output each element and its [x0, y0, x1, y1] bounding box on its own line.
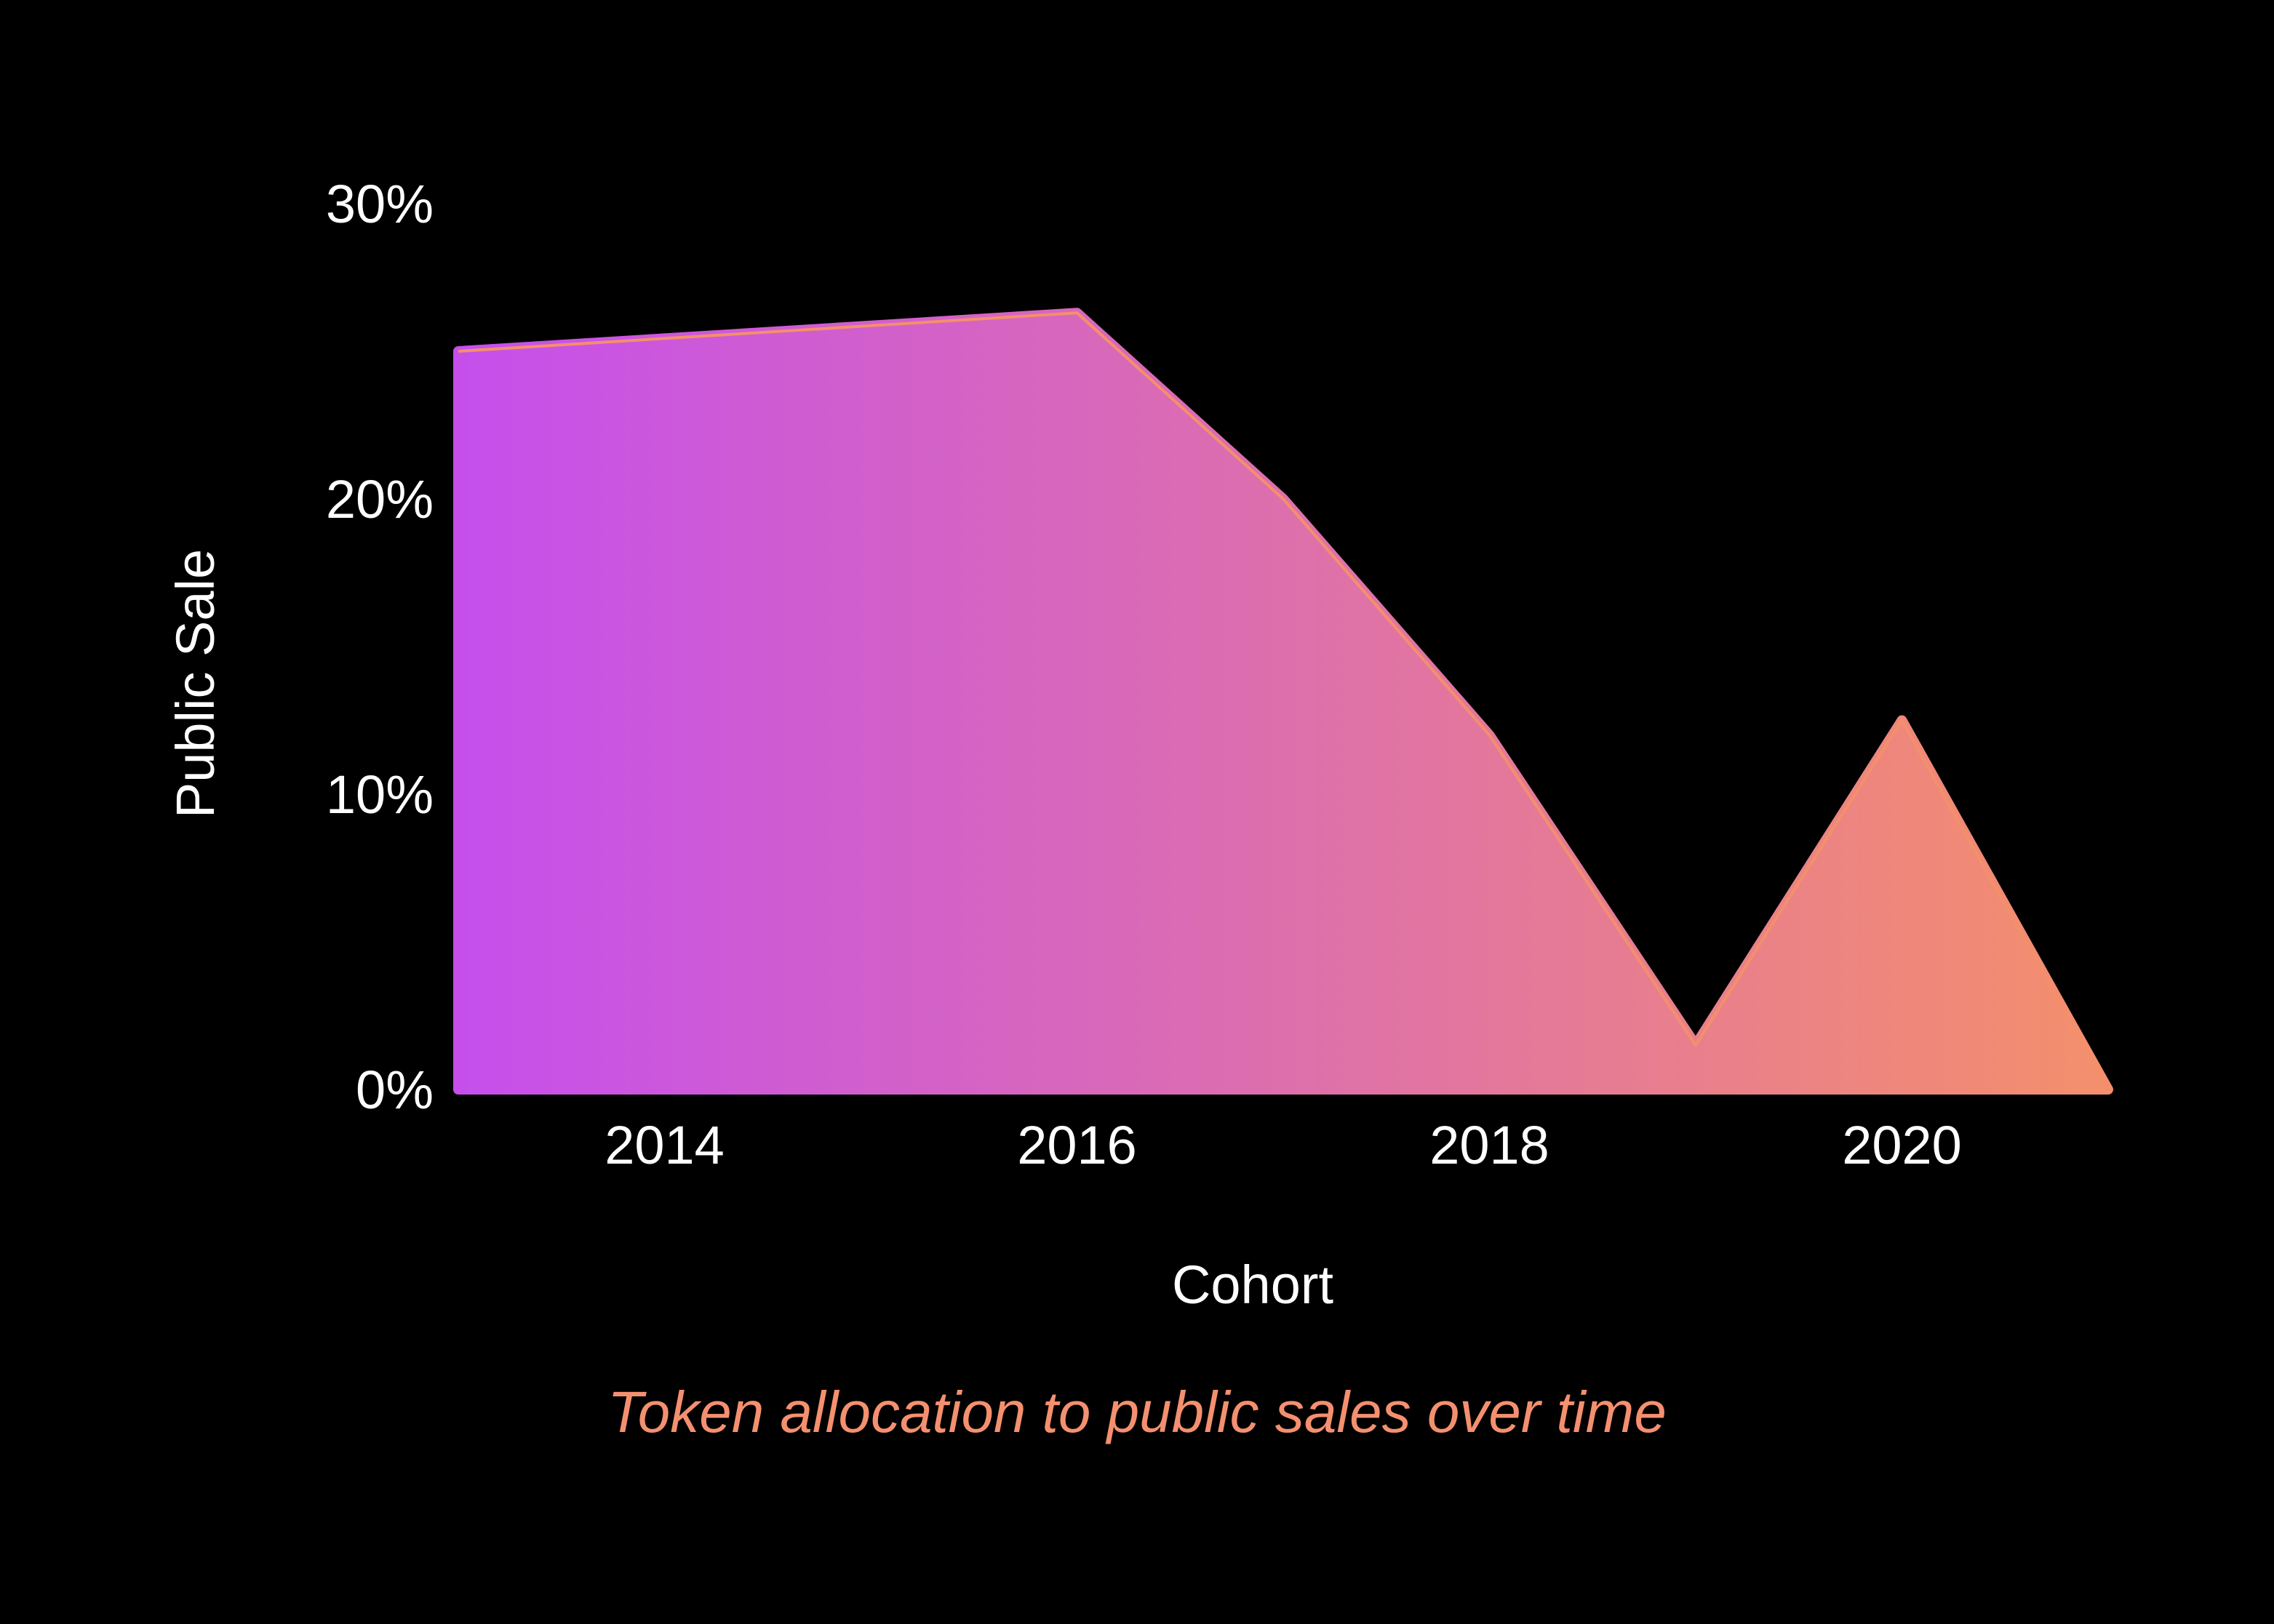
area-fill: [453, 308, 2113, 1095]
y-tick-label-10: 10%: [326, 764, 434, 825]
plot-area: [453, 308, 2113, 1095]
x-tick-label-2014: 2014: [605, 1115, 725, 1175]
series-line: [458, 311, 2110, 1090]
x-tick-label-2018: 2018: [1429, 1115, 1549, 1175]
y-tick-label-0: 0%: [356, 1060, 434, 1120]
x-axis-title: Cohort: [1172, 1255, 1334, 1315]
y-tick-label-30: 30%: [326, 174, 434, 234]
x-tick-label-2020: 2020: [1842, 1115, 1962, 1175]
y-axis-ticks: 0% 10% 20% 30%: [326, 174, 434, 1120]
chart-caption: Token allocation to public sales over ti…: [607, 1380, 1667, 1444]
y-tick-label-20: 20%: [326, 469, 434, 529]
x-axis-ticks: 2014 2016 2018 2020: [605, 1115, 1962, 1175]
x-tick-label-2016: 2016: [1017, 1115, 1137, 1175]
y-axis-title: Public Sale: [165, 549, 226, 818]
